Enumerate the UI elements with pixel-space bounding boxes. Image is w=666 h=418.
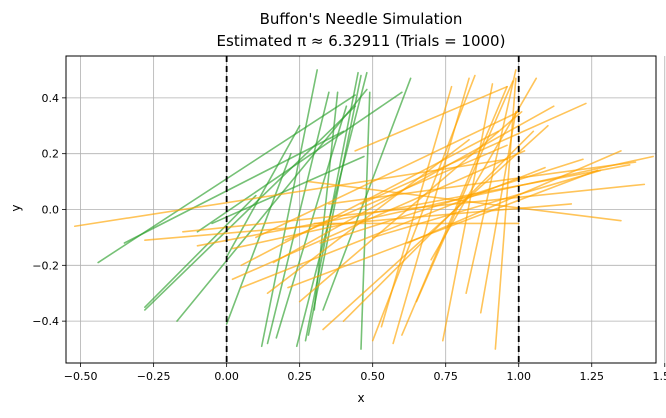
needle-non-crossing [479,111,517,314]
needle-crossing [260,69,318,348]
needle-non-crossing [298,111,523,303]
needle-non-crossing [441,83,494,342]
needle-crossing [211,155,365,225]
needle-non-crossing [144,203,573,241]
x-tick-label: 1.50 [653,370,666,383]
y-tick-label: 0.0 [42,204,60,217]
x-tick-label: 1.00 [506,370,531,383]
needle-non-crossing [371,74,476,342]
ticks: −0.50 −0.25 0.00 0.25 0.50 0.75 1.00 1.25 1.50 −0… [32,92,666,383]
y-tick-label: 0.4 [42,92,60,105]
y-tick-label: −0.4 [32,315,59,328]
x-tick-label: 0.75 [433,370,458,383]
needle-non-crossing [266,138,470,295]
y-tick-label: 0.2 [42,148,60,161]
x-tick-label: −0.50 [64,370,98,383]
needles [73,69,654,350]
needle-non-crossing [322,124,549,331]
needle-non-crossing [342,130,535,322]
needle-non-crossing [494,77,517,350]
y-axis-label: y [9,204,23,211]
needle-crossing [123,130,345,244]
needle-non-crossing [255,111,520,239]
boundary-lines [225,56,520,363]
chart-title-line2: Estimated π ≈ 6.32911 (Trials = 1000) [217,32,506,50]
needle-non-crossing [415,80,514,303]
needle-non-crossing [354,85,508,152]
needle-non-crossing [392,77,470,345]
needle-crossing [225,124,301,258]
needle-crossing [144,105,356,311]
chart-title-line1: Buffon's Needle Simulation [260,10,463,28]
needle-crossing [144,194,257,308]
needle-non-crossing [406,150,622,244]
needle-crossing [225,152,292,325]
needle-crossing [196,91,403,233]
x-tick-label: −0.25 [137,370,171,383]
needle-non-crossing [272,105,555,264]
x-tick-label: 0.00 [214,370,239,383]
needle-non-crossing [360,102,587,205]
needle-crossing [304,71,359,342]
needle-non-crossing [465,69,517,295]
needle-crossing [307,74,362,336]
needle-crossing [275,105,348,339]
x-tick-label: 0.50 [360,370,385,383]
needle-non-crossing [380,85,453,328]
needle-crossing [313,91,339,311]
x-axis-label: x [357,391,364,405]
x-tick-label: 1.25 [579,370,604,383]
needle-non-crossing [319,158,584,244]
y-tick-label: −0.2 [32,259,59,272]
x-tick-label: 0.25 [287,370,312,383]
